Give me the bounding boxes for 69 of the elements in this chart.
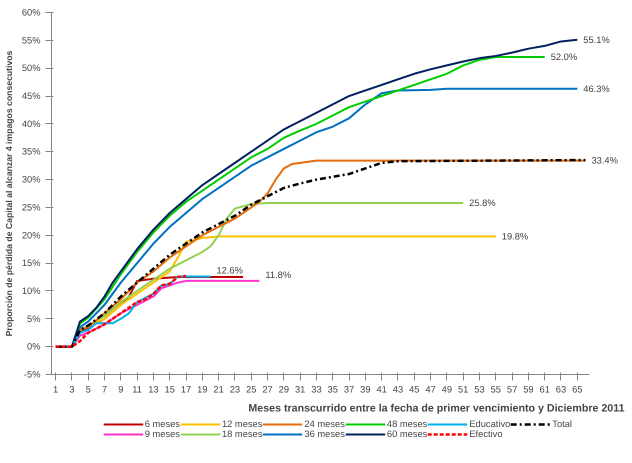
annotation: 33.4%	[591, 156, 618, 166]
y-tick-label: 20%	[22, 230, 40, 240]
line-series	[54, 274, 188, 348]
x-tick-label: 51	[458, 384, 468, 394]
x-tick-label: 47	[425, 384, 436, 394]
x-tick-label: 49	[442, 384, 452, 394]
y-tick-label: 10%	[22, 286, 40, 296]
x-tick-label: 45	[409, 384, 420, 394]
x-tick-label: 5	[86, 384, 91, 394]
x-tick-label: 13	[148, 384, 159, 394]
y-tick-label: 40%	[22, 118, 40, 129]
legend-label: 24 meses	[304, 419, 345, 429]
y-tick-label: -5%	[24, 370, 41, 380]
x-tick-label: 35	[328, 384, 338, 394]
annotation: 19.8%	[502, 231, 528, 242]
x-tick-label: 29	[278, 384, 290, 394]
x-tick-label: 11	[132, 384, 142, 394]
x-tick-label: 61	[540, 384, 550, 394]
x-tick-label: 21	[213, 384, 224, 394]
annotation: 46.3%	[583, 84, 610, 94]
x-axis-title: Meses transcurrido entre la fecha de primer vencimiento y Diciembre 2011	[248, 402, 625, 414]
y-tick-label: 55%	[22, 35, 40, 46]
legend-label: 48 meses	[386, 419, 428, 429]
legend-label: Efectivo	[469, 429, 503, 439]
legend-label: 6 meses	[144, 419, 180, 429]
y-tick-label: 50%	[22, 63, 40, 74]
annotation: 12.6%	[216, 265, 243, 276]
x-tick-label: 9	[118, 384, 124, 394]
x-tick-label: 19	[197, 384, 208, 394]
x-tick-label: 55	[490, 384, 501, 394]
legend-label: 18 meses	[222, 429, 262, 439]
x-tick-label: 1	[52, 384, 58, 394]
x-tick-label: 53	[474, 384, 485, 394]
y-tick-label: 45%	[22, 91, 40, 102]
legend-label: 9 meses	[144, 429, 180, 439]
x-tick-label: 43	[392, 384, 404, 394]
legend-label: 60 meses	[386, 429, 428, 439]
x-tick-label: 23	[230, 384, 240, 394]
annotation: 11.8%	[265, 270, 292, 280]
x-tick-label: 25	[246, 384, 256, 394]
x-tick-label: 27	[262, 384, 273, 394]
x-tick-label: 17	[180, 384, 192, 394]
x-tick-label: 33	[311, 384, 322, 394]
legend-label: Total	[552, 419, 572, 429]
x-tick-label: 7	[102, 384, 108, 394]
x-tick-label: 63	[556, 384, 566, 394]
y-tick-label: 5%	[27, 314, 40, 324]
x-tick-label: 41	[376, 384, 387, 394]
x-tick-label: 57	[506, 384, 518, 394]
annotation: 55.1%	[583, 34, 610, 45]
x-tick-label: 31	[294, 384, 306, 394]
legend-label: 12 meses	[222, 419, 262, 429]
y-tick-label: 25%	[22, 202, 40, 212]
annotation: 52.0%	[550, 52, 578, 62]
x-tick-label: 39	[360, 384, 371, 394]
x-tick-label: 59	[523, 384, 534, 394]
y-axis-title: Proporción de pérdida de Capital al alcanzar 4 impagos consecutivos	[4, 50, 14, 336]
x-tick-label: 37	[344, 384, 354, 394]
legend-label: 36 meses	[304, 429, 345, 439]
x-tick-label: 15	[164, 384, 175, 394]
x-tick-label: 3	[69, 384, 74, 394]
annotation: 25.8%	[469, 198, 496, 208]
y-tick-label: 15%	[22, 258, 40, 268]
y-tick-label: 0%	[27, 342, 40, 352]
legend-label: Educativo	[469, 419, 510, 429]
y-tick-label: 35%	[22, 146, 40, 157]
y-tick-label: 60%	[22, 8, 40, 18]
x-tick-label: 65	[572, 384, 583, 394]
y-tick-label: 30%	[22, 174, 40, 185]
